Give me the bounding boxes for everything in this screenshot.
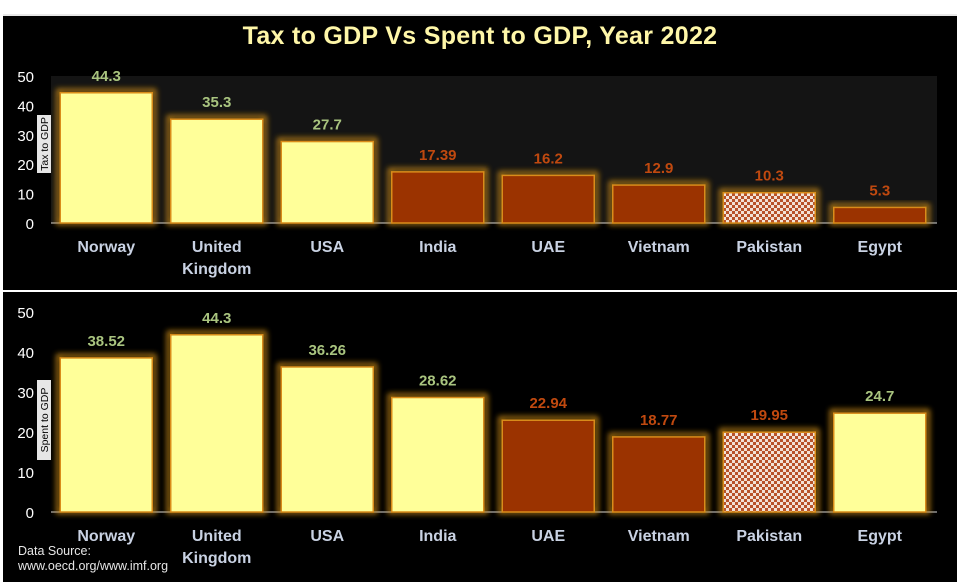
y-tick-label: 0 — [26, 216, 34, 233]
bar-norway — [59, 357, 153, 513]
x-tick-label: Pakistan — [736, 528, 802, 545]
x-tick-label: United — [192, 528, 242, 545]
y-axis-label-box — [37, 380, 51, 460]
x-tick-label: Vietnam — [628, 239, 690, 256]
x-tick-label: Egypt — [858, 239, 903, 256]
y-tick-label: 0 — [26, 505, 34, 522]
title-bar: Tax to GDP Vs Spent to GDP, Year 2022 — [3, 14, 957, 58]
bar-vietnam — [612, 436, 706, 513]
bar-pakistan — [722, 191, 816, 224]
bar-usa — [280, 140, 374, 224]
data-label: 12.9 — [644, 160, 673, 177]
data-label: 27.7 — [313, 117, 342, 134]
y-axis-label: Spent to GDP — [39, 388, 51, 453]
bar-egypt — [833, 206, 927, 224]
data-label: 38.52 — [87, 333, 125, 350]
x-tick-label: United — [192, 239, 242, 256]
y-tick-label: 50 — [17, 305, 34, 322]
bar-uae — [501, 419, 595, 513]
x-tick-label: Egypt — [858, 528, 903, 545]
y-tick-label: 20 — [17, 425, 34, 442]
x-tick-label: USA — [310, 528, 344, 545]
chart-title: Tax to GDP Vs Spent to GDP, Year 2022 — [242, 22, 718, 50]
data-label: 18.77 — [640, 412, 678, 429]
data-label: 16.2 — [534, 150, 563, 167]
bar-united-kingdom — [170, 334, 264, 513]
x-tick-label: Kingdom — [182, 261, 251, 278]
data-label: 44.3 — [202, 310, 231, 327]
tax-to-gdp-chart: 0 10 20 30 40 50 Tax to GDP 44.3 Norway 35.3 Unite… — [17, 68, 937, 278]
y-tick-label: 30 — [17, 128, 34, 145]
y-tick-label: 30 — [17, 385, 34, 402]
y-axis-label-box — [37, 115, 51, 173]
data-label: 17.39 — [419, 147, 457, 164]
bar-egypt — [833, 412, 927, 513]
data-label: 35.3 — [202, 94, 231, 111]
bar-vietnam — [612, 184, 706, 224]
x-tick-label: Pakistan — [736, 239, 802, 256]
x-tick-label: India — [419, 528, 456, 545]
data-source: Data Source: www.oecd.org/www.imf.org — [18, 544, 168, 574]
data-source-label: Data Source: — [18, 544, 91, 558]
x-tick-label: Norway — [77, 239, 135, 256]
data-label: 36.26 — [308, 342, 346, 359]
bar-pakistan — [722, 431, 816, 513]
y-tick-label: 40 — [17, 98, 34, 115]
data-label: 44.3 — [92, 68, 121, 85]
y-tick-label: 50 — [17, 69, 34, 86]
bar-united-kingdom — [170, 118, 264, 224]
y-tick-label: 20 — [17, 157, 34, 174]
x-tick-label: USA — [310, 239, 344, 256]
y-tick-label: 10 — [17, 465, 34, 482]
data-label: 10.3 — [755, 168, 784, 185]
bar-usa — [280, 366, 374, 513]
data-label: 28.62 — [419, 373, 457, 390]
data-label: 5.3 — [869, 182, 890, 199]
left-edge — [0, 0, 3, 584]
y-tick-label: 10 — [17, 187, 34, 204]
tax-to-gdp-panel: 0 10 20 30 40 50 Tax to GDP 44.3 Norway 35.3 Unite… — [3, 58, 957, 290]
x-tick-label: India — [419, 239, 456, 256]
x-tick-label: UAE — [531, 239, 565, 256]
y-tick-label: 40 — [17, 345, 34, 362]
spent-to-gdp-chart: 0 10 20 30 40 50 Spent to GDP 38.52 Norway 44.3 Un… — [17, 305, 937, 567]
spent-to-gdp-panel: 0 10 20 30 40 50 Spent to GDP 38.52 Norway 44.3 Un… — [3, 292, 957, 582]
data-source-url: www.oecd.org/www.imf.org — [18, 559, 169, 573]
bar-india — [391, 171, 485, 224]
data-label: 24.7 — [865, 388, 894, 405]
x-tick-label: Norway — [77, 528, 135, 545]
x-tick-label: UAE — [531, 528, 565, 545]
bar-india — [391, 396, 485, 513]
data-label: 22.94 — [529, 395, 567, 412]
x-tick-label: Kingdom — [182, 550, 251, 567]
data-label: 19.95 — [750, 407, 788, 424]
x-tick-label: Vietnam — [628, 528, 690, 545]
y-axis-label: Tax to GDP — [39, 117, 51, 171]
bar-uae — [501, 174, 595, 224]
bar-norway — [59, 92, 153, 224]
